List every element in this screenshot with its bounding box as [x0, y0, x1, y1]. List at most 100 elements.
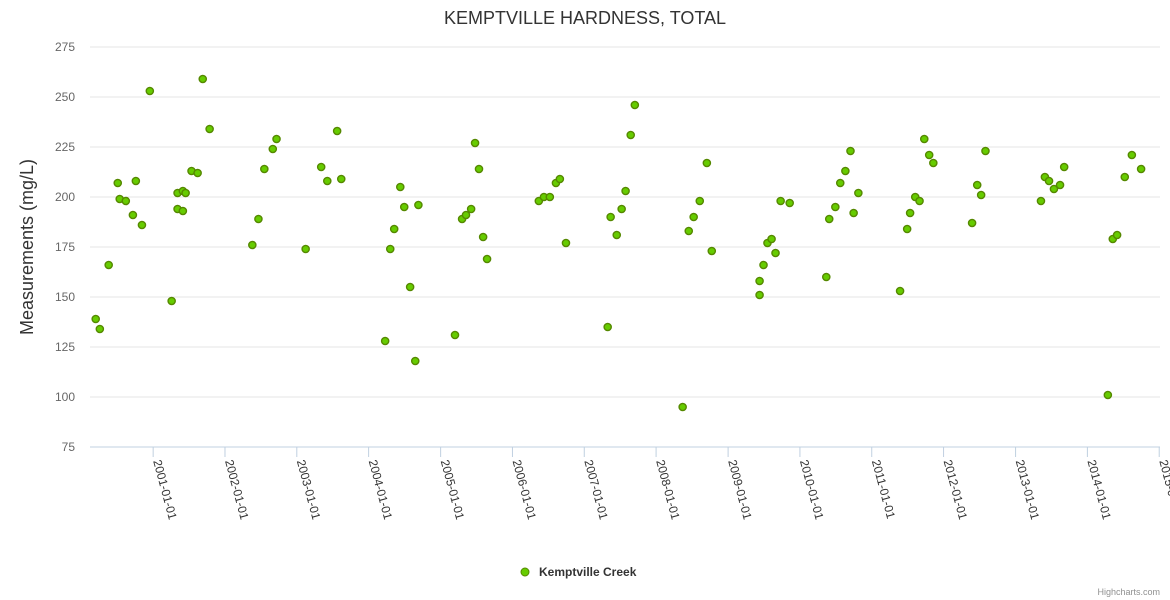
- data-point[interactable]: [478, 232, 488, 242]
- data-point[interactable]: [301, 244, 310, 254]
- data-point[interactable]: [621, 186, 630, 196]
- series-kemptville-creek[interactable]: [91, 74, 1146, 412]
- data-point[interactable]: [759, 260, 768, 270]
- data-point[interactable]: [137, 220, 147, 230]
- data-point[interactable]: [145, 86, 155, 96]
- y-tick-label: 225: [55, 140, 75, 154]
- data-point[interactable]: [268, 144, 278, 154]
- data-point[interactable]: [824, 214, 834, 224]
- data-point[interactable]: [849, 208, 858, 218]
- data-point[interactable]: [905, 208, 915, 218]
- data-point[interactable]: [1049, 184, 1059, 194]
- data-point[interactable]: [260, 164, 269, 174]
- data-point[interactable]: [821, 272, 831, 282]
- data-point[interactable]: [785, 198, 794, 208]
- legend[interactable]: Kemptville Creek: [520, 565, 637, 579]
- data-point[interactable]: [755, 290, 764, 300]
- data-point[interactable]: [846, 146, 855, 156]
- data-point[interactable]: [919, 134, 929, 144]
- data-point[interactable]: [695, 196, 705, 206]
- legend-marker-icon[interactable]: [520, 567, 530, 577]
- data-point[interactable]: [104, 260, 113, 270]
- data-point[interactable]: [248, 240, 257, 250]
- data-point[interactable]: [626, 130, 636, 140]
- data-point[interactable]: [1059, 162, 1069, 172]
- data-point[interactable]: [470, 138, 480, 148]
- data-point[interactable]: [336, 174, 346, 184]
- data-point[interactable]: [902, 224, 912, 234]
- data-point[interactable]: [131, 176, 141, 186]
- data-point[interactable]: [689, 212, 698, 222]
- data-point[interactable]: [545, 192, 555, 202]
- data-point[interactable]: [702, 158, 712, 168]
- data-point[interactable]: [771, 248, 780, 258]
- data-point[interactable]: [198, 74, 208, 84]
- data-point[interactable]: [474, 164, 484, 174]
- legend-label[interactable]: Kemptville Creek: [539, 565, 637, 579]
- data-point[interactable]: [193, 168, 202, 178]
- data-point[interactable]: [915, 196, 924, 206]
- data-point[interactable]: [1036, 196, 1046, 206]
- data-point[interactable]: [414, 200, 423, 210]
- data-point[interactable]: [1055, 180, 1065, 190]
- data-point[interactable]: [272, 134, 281, 144]
- data-point[interactable]: [707, 246, 717, 256]
- data-point[interactable]: [831, 202, 840, 212]
- data-point[interactable]: [181, 188, 190, 198]
- data-point[interactable]: [684, 226, 694, 236]
- data-point[interactable]: [385, 244, 395, 254]
- data-point[interactable]: [405, 282, 415, 292]
- data-point[interactable]: [841, 166, 850, 176]
- data-point[interactable]: [776, 196, 785, 206]
- data-point[interactable]: [482, 254, 492, 264]
- data-point[interactable]: [322, 176, 332, 186]
- data-point[interactable]: [332, 126, 342, 136]
- data-point[interactable]: [167, 296, 176, 306]
- data-point[interactable]: [410, 356, 420, 366]
- data-point[interactable]: [399, 202, 409, 212]
- data-point[interactable]: [929, 158, 938, 168]
- data-point[interactable]: [976, 190, 986, 200]
- data-point[interactable]: [178, 206, 188, 216]
- data-point[interactable]: [1120, 172, 1130, 182]
- data-point[interactable]: [1044, 176, 1054, 186]
- data-point[interactable]: [91, 314, 101, 324]
- data-point[interactable]: [981, 146, 990, 156]
- data-point[interactable]: [1127, 150, 1137, 160]
- data-point[interactable]: [1112, 230, 1122, 240]
- data-point[interactable]: [128, 210, 138, 220]
- data-point[interactable]: [1103, 390, 1113, 400]
- y-tick-label: 125: [55, 340, 75, 354]
- data-point[interactable]: [95, 324, 105, 334]
- y-tick-label: 275: [55, 40, 75, 54]
- data-point[interactable]: [121, 196, 131, 206]
- credits-link[interactable]: Highcharts.com: [1097, 587, 1160, 597]
- data-point[interactable]: [767, 234, 776, 244]
- data-point[interactable]: [854, 188, 863, 198]
- data-point[interactable]: [967, 218, 977, 228]
- data-point[interactable]: [755, 276, 764, 286]
- data-point[interactable]: [380, 336, 390, 346]
- data-point[interactable]: [254, 214, 263, 224]
- data-point[interactable]: [205, 124, 214, 134]
- data-point[interactable]: [630, 100, 640, 110]
- data-point[interactable]: [678, 402, 687, 412]
- data-point[interactable]: [612, 230, 622, 240]
- data-point[interactable]: [466, 204, 476, 214]
- data-point[interactable]: [895, 286, 905, 296]
- data-point[interactable]: [606, 212, 615, 222]
- data-point[interactable]: [1136, 164, 1146, 174]
- data-point[interactable]: [461, 210, 471, 220]
- data-point[interactable]: [603, 322, 612, 332]
- data-point[interactable]: [617, 204, 626, 214]
- data-point[interactable]: [113, 178, 123, 188]
- data-point[interactable]: [561, 238, 571, 248]
- data-point[interactable]: [450, 330, 460, 340]
- data-point[interactable]: [316, 162, 326, 172]
- data-point[interactable]: [389, 224, 399, 234]
- data-point[interactable]: [924, 150, 934, 160]
- data-point[interactable]: [972, 180, 982, 190]
- data-point[interactable]: [395, 182, 405, 192]
- data-point[interactable]: [555, 174, 565, 184]
- data-point[interactable]: [835, 178, 845, 188]
